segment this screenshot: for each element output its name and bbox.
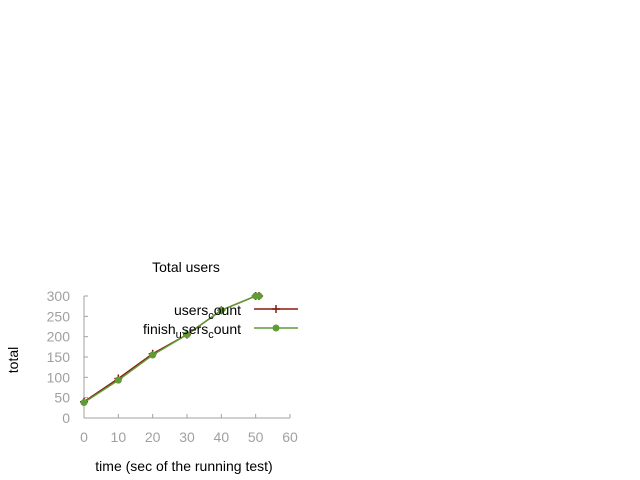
x-tick-label: 0: [80, 429, 88, 445]
data-point-finish-users-count: [149, 351, 157, 359]
x-axis-label: time (sec of the running test): [95, 458, 272, 474]
legend: userscount finishuserscount: [143, 302, 298, 341]
legend-marker-finish-users-count: [272, 324, 280, 332]
x-tick-label: 40: [214, 429, 230, 445]
x-tick-label: 20: [145, 429, 161, 445]
chart-title: Total users: [152, 259, 220, 275]
data-point-finish-users-count: [183, 331, 191, 339]
y-tick-label: 300: [47, 288, 71, 304]
data-point-finish-users-count: [114, 376, 122, 384]
data-point-finish-users-count: [217, 306, 225, 314]
legend-label-users-count: userscount: [174, 302, 241, 322]
x-tick-label: 10: [111, 429, 127, 445]
legend-entry-finish-users-count: finishuserscount: [143, 321, 298, 341]
y-axis-label: total: [5, 347, 21, 373]
x-tick-label: 60: [282, 429, 298, 445]
legend-label-finish-users-count: finishuserscount: [143, 321, 241, 341]
legend-entry-users-count: userscount: [174, 302, 298, 322]
legend-marker-users-count: [272, 305, 280, 313]
y-tick-label: 200: [47, 329, 71, 345]
y-tick-label: 100: [47, 369, 71, 385]
series-lines: [80, 292, 264, 407]
y-tick-label: 250: [47, 308, 71, 324]
y-tick-label: 0: [62, 410, 70, 426]
data-point-finish-users-count: [80, 399, 88, 407]
ticks: 0 10 20 30 40 50 60 0 50 100 150 200 250 300: [47, 288, 298, 445]
y-tick-label: 150: [47, 349, 71, 365]
data-point-finish-users-count: [255, 292, 263, 300]
y-tick-label: 50: [54, 390, 70, 406]
x-tick-label: 30: [179, 429, 195, 445]
x-tick-label: 50: [248, 429, 264, 445]
